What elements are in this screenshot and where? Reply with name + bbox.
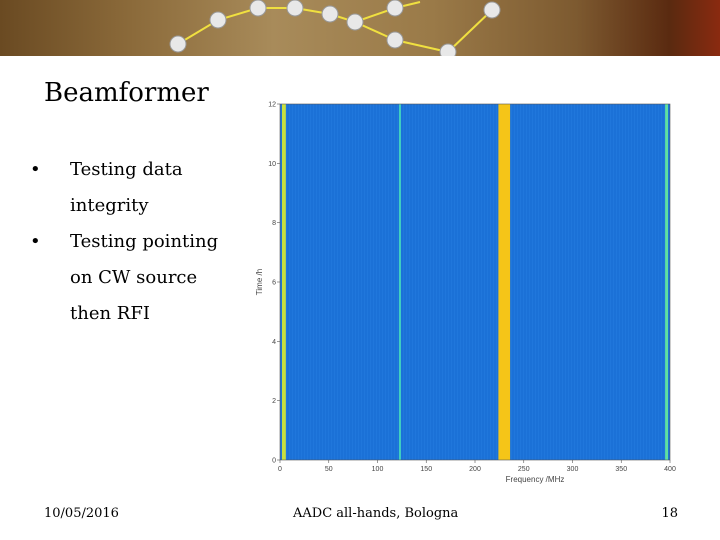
banner-photo bbox=[169, 0, 501, 56]
y-tick-label: 8 bbox=[272, 220, 276, 227]
axes: 0 50 100 150 200 250 300 350 400 0 2 4 6 8 10 12 bbox=[268, 102, 676, 474]
y-tick-label: 2 bbox=[272, 398, 276, 405]
bullet-text: Testing pointing on CW source then RFI bbox=[70, 231, 219, 324]
x-tick-label: 350 bbox=[615, 466, 627, 473]
x-axis-label: Frequency /MHz bbox=[506, 475, 565, 484]
x-tick-label: 50 bbox=[325, 466, 333, 473]
bullet-dot-icon: • bbox=[30, 159, 41, 180]
x-tick-label: 0 bbox=[278, 466, 282, 473]
x-tick-label: 200 bbox=[469, 466, 481, 473]
heatmap-band bbox=[281, 104, 286, 460]
y-tick-label: 0 bbox=[272, 458, 276, 465]
heatmap-band bbox=[498, 104, 511, 460]
header-banner-image bbox=[0, 0, 720, 56]
spectrogram-chart: 0 50 100 150 200 250 300 350 400 0 2 4 6 8 10 12 Freque… bbox=[255, 102, 676, 485]
x-tick-label: 100 bbox=[372, 466, 384, 473]
bullet-item: • Testing pointing on CW source then RFI bbox=[30, 224, 230, 332]
x-tick-label: 250 bbox=[518, 466, 530, 473]
slide-title: Beamformer bbox=[44, 78, 209, 108]
footer-date: 10/05/2016 bbox=[44, 506, 119, 521]
x-tick-label: 300 bbox=[567, 466, 579, 473]
bullet-item: • Testing data integrity bbox=[30, 152, 230, 224]
bullet-dot-icon: • bbox=[30, 231, 41, 252]
footer-event: AADC all-hands, Bologna bbox=[293, 506, 459, 521]
bullet-list: • Testing data integrity • Testing point… bbox=[30, 152, 230, 332]
y-axis-label: Time /h bbox=[255, 269, 264, 295]
bullet-text: Testing data integrity bbox=[70, 159, 183, 216]
x-tick-label: 400 bbox=[664, 466, 676, 473]
y-tick-label: 10 bbox=[268, 161, 276, 168]
heatmap-band bbox=[665, 104, 669, 460]
y-tick-label: 12 bbox=[268, 102, 276, 109]
page-number: 18 bbox=[661, 506, 678, 521]
heatmap-texture bbox=[280, 104, 670, 460]
plot-area bbox=[280, 104, 670, 460]
y-tick-label: 4 bbox=[272, 339, 276, 346]
y-tick-label: 6 bbox=[272, 280, 276, 287]
heatmap-band bbox=[398, 104, 401, 460]
x-tick-label: 150 bbox=[420, 466, 432, 473]
